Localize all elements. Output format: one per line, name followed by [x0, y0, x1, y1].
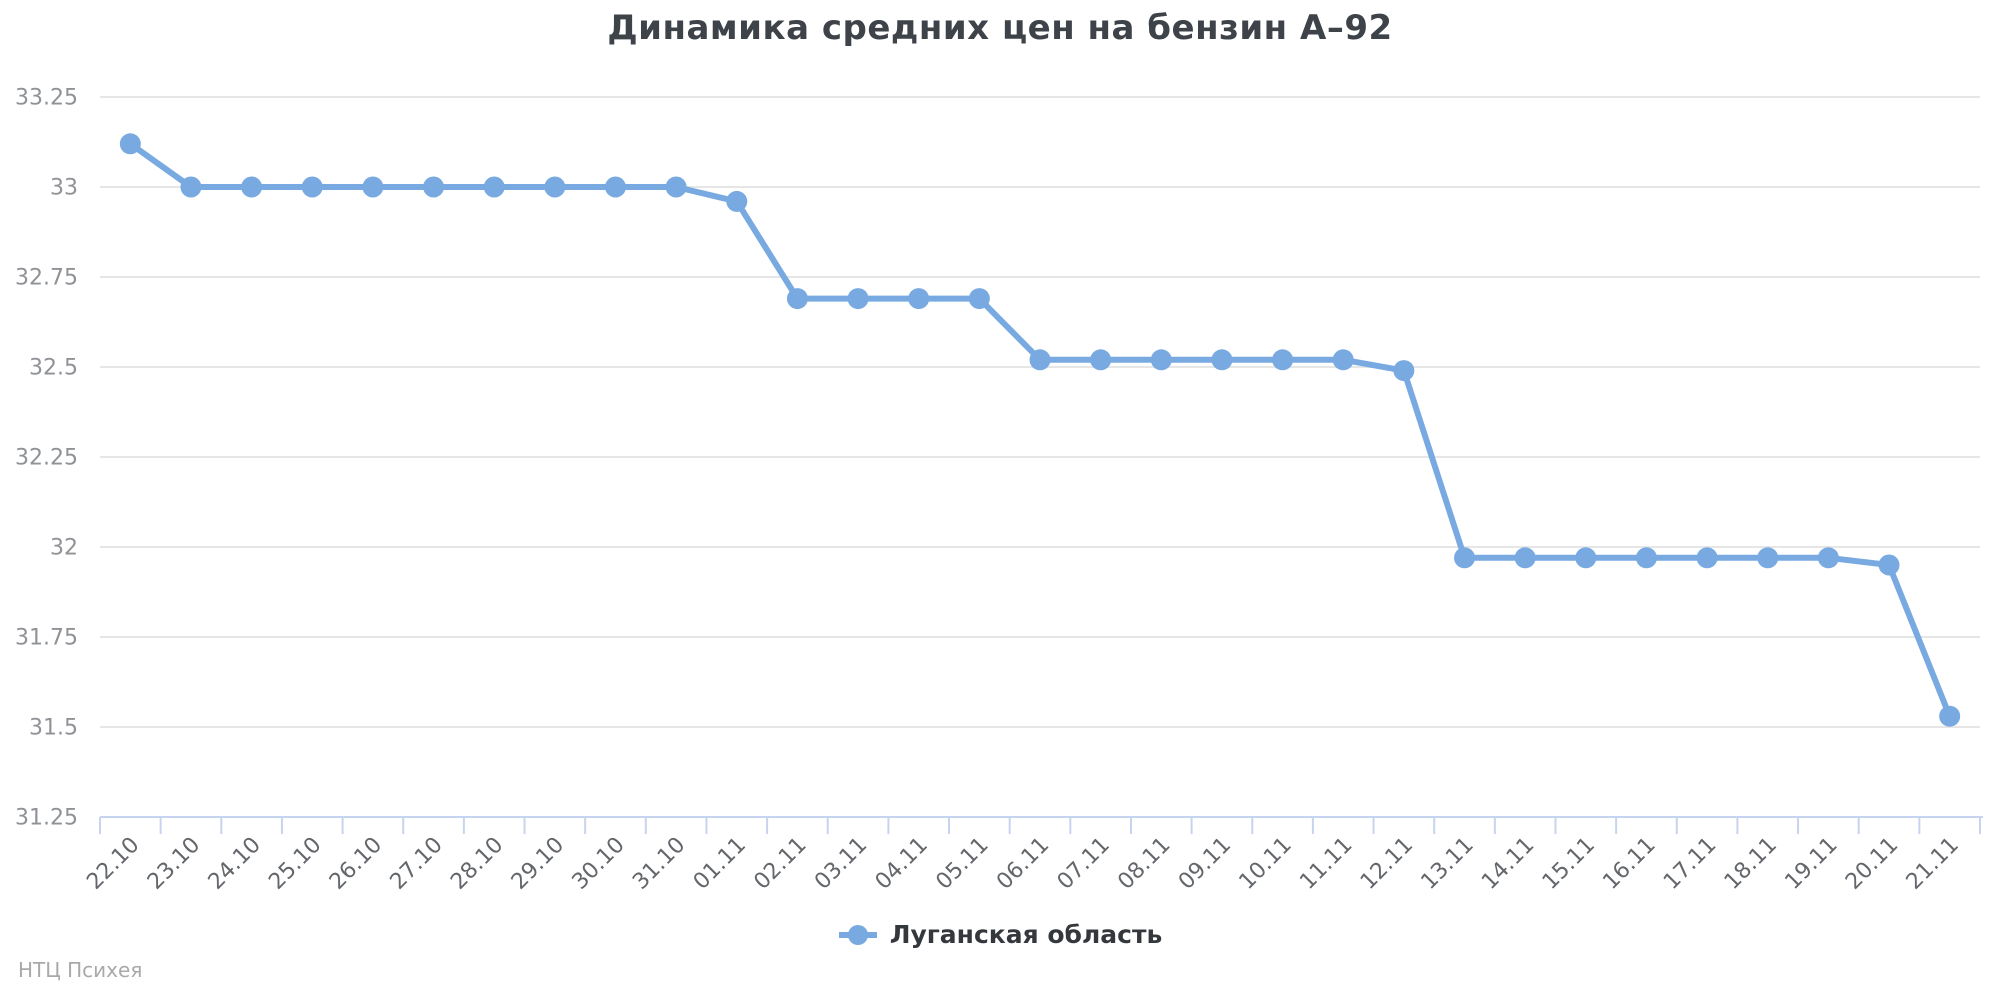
x-axis-tick-label: 06.11 — [992, 833, 1054, 895]
data-point[interactable] — [1332, 349, 1354, 371]
data-point[interactable] — [847, 288, 869, 310]
x-axis-tick-label: 19.11 — [1780, 833, 1842, 895]
x-axis-tick-label: 05.11 — [931, 833, 993, 895]
data-point[interactable] — [1635, 547, 1657, 569]
data-point[interactable] — [544, 176, 566, 198]
data-point[interactable] — [908, 288, 930, 310]
x-axis-tick-label: 08.11 — [1113, 833, 1175, 895]
x-axis-tick-label: 17.11 — [1659, 833, 1721, 895]
x-axis-tick-label: 25.10 — [264, 833, 326, 895]
data-point[interactable] — [665, 176, 687, 198]
x-axis-tick-label: 27.10 — [386, 833, 448, 895]
x-axis-tick-label: 28.10 — [446, 833, 508, 895]
x-axis-tick-label: 30.10 — [568, 833, 630, 895]
x-axis-tick-label: 12.11 — [1356, 833, 1418, 895]
x-axis-tick-label: 14.11 — [1477, 833, 1539, 895]
y-axis-tick-label: 32.5 — [29, 356, 78, 381]
legend-line-marker-icon — [838, 924, 877, 945]
legend: Луганская область — [0, 920, 2000, 949]
y-axis-tick-label: 33 — [50, 176, 78, 201]
data-point[interactable] — [604, 176, 626, 198]
data-point[interactable] — [301, 176, 323, 198]
x-axis-tick-label: 21.11 — [1902, 833, 1964, 895]
x-axis-tick-label: 24.10 — [204, 833, 266, 895]
chart-title: Динамика средних цен на бензин А–92 — [607, 8, 1393, 48]
series-line-luganskaya-oblast — [127, 140, 1953, 720]
x-axis-tick-label: 07.11 — [1053, 833, 1115, 895]
data-point[interactable] — [1454, 547, 1476, 569]
data-point[interactable] — [726, 190, 748, 212]
x-axis-tick-label: 20.11 — [1841, 833, 1903, 895]
data-point[interactable] — [1575, 547, 1597, 569]
data-point[interactable] — [1090, 349, 1112, 371]
data-point[interactable] — [362, 176, 384, 198]
x-axis-tick-label: 23.10 — [143, 833, 205, 895]
data-point[interactable] — [241, 176, 263, 198]
watermark: НТЦ Психея — [18, 958, 143, 982]
data-point[interactable] — [180, 176, 202, 198]
legend-label: Луганская область — [889, 920, 1163, 949]
x-axis-tick-label: 29.10 — [507, 833, 569, 895]
data-point[interactable] — [1211, 349, 1233, 371]
data-point[interactable] — [1817, 547, 1839, 569]
y-axis-tick-label: 31.75 — [15, 626, 78, 651]
legend-item-luganskaya-oblast[interactable]: Луганская область — [838, 920, 1163, 949]
data-point[interactable] — [1878, 554, 1900, 576]
x-axis-tick-label: 03.11 — [810, 833, 872, 895]
y-axis-tick-label: 33.25 — [15, 86, 78, 111]
y-axis-tick-label: 32.25 — [15, 446, 78, 471]
data-point[interactable] — [1696, 547, 1718, 569]
data-point[interactable] — [119, 133, 141, 155]
x-axis-tick-label: 10.11 — [1235, 833, 1297, 895]
x-axis-tick-label: 22.10 — [82, 833, 144, 895]
x-axis-tick-label: 09.11 — [1174, 833, 1236, 895]
y-axis-tick-label: 31.5 — [29, 716, 78, 741]
data-point[interactable] — [1272, 349, 1294, 371]
x-axis-tick-label: 11.11 — [1295, 833, 1357, 895]
data-point[interactable] — [483, 176, 505, 198]
x-axis-tick-label: 31.10 — [628, 833, 690, 895]
y-axis-tick-label: 31.25 — [15, 806, 78, 831]
x-axis-tick-label: 16.11 — [1598, 833, 1660, 895]
x-axis-tick-label: 26.10 — [325, 833, 387, 895]
y-axis-tick-label: 32 — [50, 536, 78, 561]
x-axis-tick-label: 04.11 — [871, 833, 933, 895]
data-point[interactable] — [1757, 547, 1779, 569]
data-point[interactable] — [1514, 547, 1536, 569]
x-axis-tick-label: 02.11 — [749, 833, 811, 895]
x-axis-tick-label: 15.11 — [1538, 833, 1600, 895]
data-point[interactable] — [968, 288, 990, 310]
x-axis-tick-label: 18.11 — [1720, 833, 1782, 895]
x-axis-tick-label: 01.11 — [689, 833, 751, 895]
data-point[interactable] — [1393, 360, 1415, 382]
data-point[interactable] — [1939, 705, 1961, 727]
data-point[interactable] — [423, 176, 445, 198]
x-axis-tick-label: 13.11 — [1417, 833, 1479, 895]
data-point[interactable] — [1029, 349, 1051, 371]
y-axis-tick-label: 32.75 — [15, 266, 78, 291]
data-point[interactable] — [786, 288, 808, 310]
data-point[interactable] — [1150, 349, 1172, 371]
